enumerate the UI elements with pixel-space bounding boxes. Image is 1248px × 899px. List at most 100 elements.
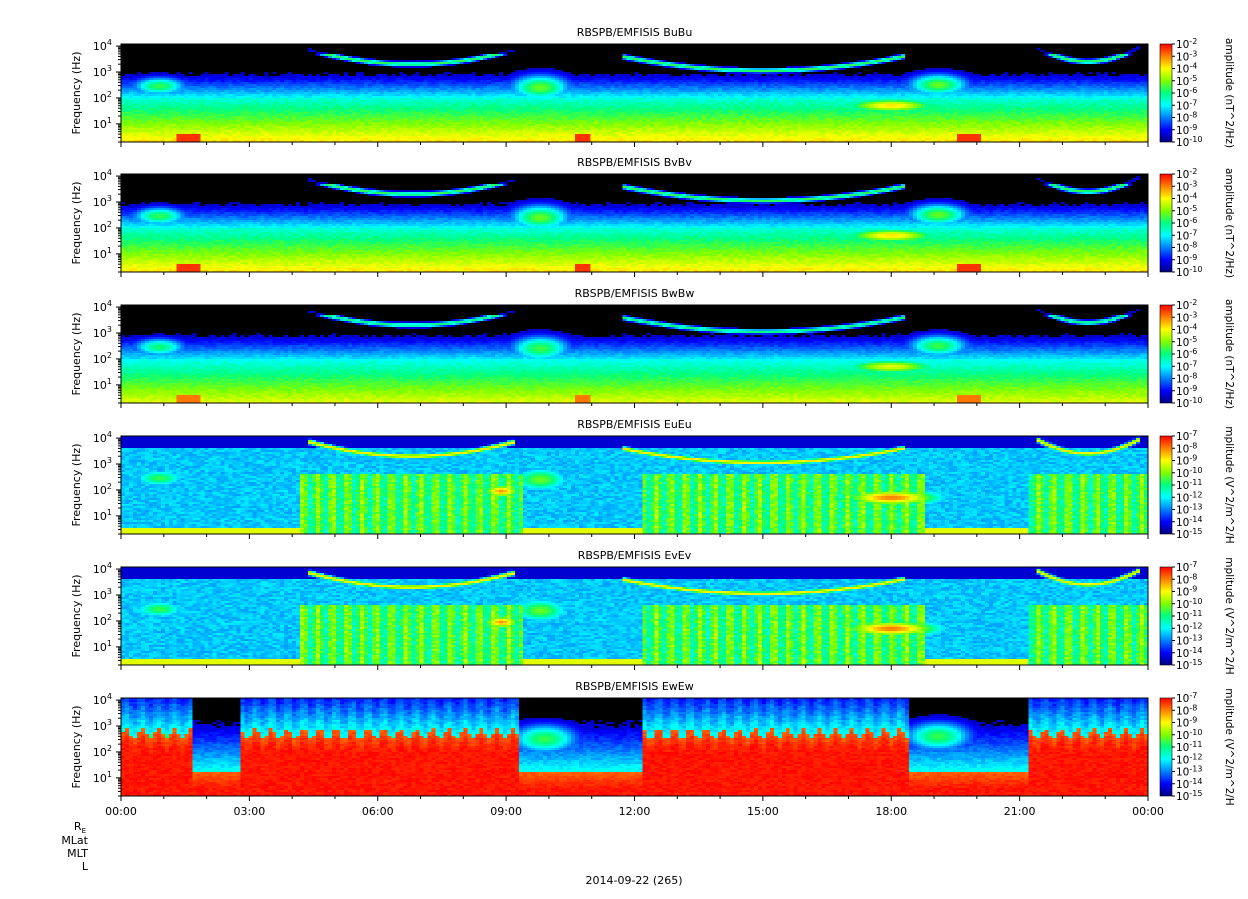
- y-tick-label: 104: [93, 430, 112, 445]
- y-tick-label: 104: [93, 168, 112, 183]
- colorbar-tick-label: 10-15: [1176, 527, 1202, 541]
- y-axis-label: Frequency (Hz): [70, 444, 83, 527]
- spectrogram-panels: RBSPB/EMFISIS BuBu 101 102 103 104 Frequency …: [70, 26, 1235, 806]
- panel-title: RBSPB/EMFISIS BuBu: [577, 26, 693, 39]
- colorbar-tick-label: 10-5: [1176, 335, 1197, 349]
- colorbar-tick-label: 10-12: [1176, 490, 1202, 504]
- ephemeris-l-label: L: [82, 860, 89, 873]
- y-tick-label: 101: [93, 508, 112, 523]
- ephemeris-mlt-label: MLT: [67, 847, 88, 860]
- colorbar-tick-label: 10-14: [1176, 777, 1202, 791]
- colorbar-tick-label: 10-6: [1176, 347, 1197, 361]
- panel-title: RBSPB/EMFISIS BwBw: [575, 287, 695, 300]
- y-tick-label: 103: [93, 456, 112, 471]
- colorbar-tick-label: 10-9: [1176, 454, 1197, 468]
- colorbar-tick-label: 10-6: [1176, 216, 1197, 230]
- colorbar-tick-label: 10-8: [1176, 441, 1197, 455]
- colorbar-tick-label: 10-11: [1176, 478, 1202, 492]
- panel-5: RBSPB/EMFISIS EvEv 101 102 103 104 Frequency …: [70, 549, 1235, 675]
- colorbar: 10-710-810-910-1010-1110-1210-1310-1410-…: [1159, 557, 1235, 675]
- colorbar: 10-210-310-410-510-610-710-810-910-10 amp…: [1159, 298, 1235, 410]
- spectrogram-image: [121, 174, 1148, 272]
- colorbar-tick-label: 10-2: [1176, 298, 1197, 312]
- x-tick-label: 12:00: [619, 805, 651, 818]
- colorbar-tick-label: 10-2: [1176, 37, 1197, 51]
- y-tick-label: 103: [93, 194, 112, 209]
- time-axis: 00:00 03:00 06:00 09:00 12:00 15:00 18:00 21:00…: [105, 805, 1164, 818]
- colorbar-tick-label: 10-8: [1176, 372, 1197, 386]
- ephemeris-re-label: RE: [74, 820, 86, 835]
- y-tick-label: 104: [93, 692, 112, 707]
- y-tick-label: 103: [93, 718, 112, 733]
- x-tick-label: 00:00: [105, 805, 137, 818]
- y-tick-label: 102: [93, 90, 112, 105]
- spectrogram-image: [121, 44, 1148, 142]
- colorbar: 10-210-310-410-510-610-710-810-910-10 amp…: [1159, 167, 1235, 279]
- colorbar-gradient: [1159, 566, 1173, 666]
- y-tick-label: 102: [93, 351, 112, 366]
- colorbar-tick-label: 10-13: [1176, 634, 1202, 648]
- spectrogram-image: [121, 436, 1148, 534]
- y-tick-label: 101: [93, 246, 112, 261]
- colorbar-tick-label: 10-5: [1176, 204, 1197, 218]
- colorbar-tick-label: 10-10: [1176, 135, 1202, 149]
- y-tick-label: 104: [93, 38, 112, 53]
- x-tick-label: 06:00: [362, 805, 394, 818]
- colorbar-gradient: [1159, 43, 1173, 143]
- y-tick-label: 102: [93, 220, 112, 235]
- colorbar-tick-label: 10-5: [1176, 74, 1197, 88]
- spectrogram-image: [121, 305, 1148, 403]
- colorbar-tick-label: 10-2: [1176, 167, 1197, 181]
- ephemeris-mlat-label: MLat: [61, 834, 88, 847]
- panel-title: RBSPB/EMFISIS EwEw: [575, 680, 693, 693]
- spectrogram-image: [121, 567, 1148, 665]
- x-tick-label: 00:00: [1132, 805, 1164, 818]
- colorbar-tick-label: 10-14: [1176, 646, 1202, 660]
- panel-3: RBSPB/EMFISIS BwBw 101 102 103 104 Frequency …: [70, 287, 1235, 410]
- colorbar-tick-label: 10-11: [1176, 609, 1202, 623]
- colorbar-tick-label: 10-7: [1176, 228, 1197, 242]
- colorbar-tick-label: 10-11: [1176, 740, 1202, 754]
- colorbar-tick-label: 10-9: [1176, 123, 1197, 137]
- y-tick-label: 101: [93, 377, 112, 392]
- colorbar-label: amplitude (nT^2/Hz): [1223, 38, 1235, 148]
- colorbar-tick-label: 10-8: [1176, 703, 1197, 717]
- colorbar-label: mplitude (V^2/m^2/H: [1223, 557, 1235, 674]
- colorbar-tick-label: 10-4: [1176, 323, 1197, 337]
- panel-1: RBSPB/EMFISIS BuBu 101 102 103 104 Frequency …: [70, 26, 1235, 149]
- x-tick-label: 09:00: [490, 805, 522, 818]
- colorbar-tick-label: 10-9: [1176, 384, 1197, 398]
- y-axis-label: Frequency (Hz): [70, 706, 83, 789]
- colorbar: 10-710-810-910-1010-1110-1210-1310-1410-…: [1159, 426, 1235, 544]
- colorbar-tick-label: 10-3: [1176, 179, 1197, 193]
- colorbar-tick-label: 10-8: [1176, 572, 1197, 586]
- ephemeris-block: RE MLat MLT L 2014-09-22 (265): [61, 820, 682, 887]
- colorbar-tick-label: 10-9: [1176, 716, 1197, 730]
- y-tick-label: 102: [93, 482, 112, 497]
- y-axis-label: Frequency (Hz): [70, 52, 83, 135]
- colorbar-tick-label: 10-6: [1176, 86, 1197, 100]
- colorbar-gradient: [1159, 697, 1173, 797]
- colorbar-tick-label: 10-7: [1176, 560, 1197, 574]
- y-tick-label: 101: [93, 770, 112, 785]
- panel-title: RBSPB/EMFISIS EuEu: [577, 418, 691, 431]
- colorbar-tick-label: 10-4: [1176, 62, 1197, 76]
- y-tick-label: 103: [93, 64, 112, 79]
- y-tick-label: 101: [93, 639, 112, 654]
- colorbar-tick-label: 10-9: [1176, 253, 1197, 267]
- y-axis-label: Frequency (Hz): [70, 313, 83, 396]
- colorbar-label: amplitude (nT^2/Hz): [1223, 299, 1235, 409]
- colorbar-tick-label: 10-12: [1176, 621, 1202, 635]
- panel-title: RBSPB/EMFISIS EvEv: [578, 549, 692, 562]
- colorbar-tick-label: 10-10: [1176, 728, 1202, 742]
- colorbar-tick-label: 10-7: [1176, 691, 1197, 705]
- y-axis-label: Frequency (Hz): [70, 575, 83, 658]
- colorbar-tick-label: 10-9: [1176, 585, 1197, 599]
- colorbar-tick-label: 10-13: [1176, 765, 1202, 779]
- panel-title: RBSPB/EMFISIS BvBv: [577, 156, 692, 169]
- panel-4: RBSPB/EMFISIS EuEu 101 102 103 104 Frequency …: [70, 418, 1235, 544]
- colorbar-tick-label: 10-14: [1176, 515, 1202, 529]
- x-tick-label: 21:00: [1004, 805, 1036, 818]
- colorbar-tick-label: 10-10: [1176, 265, 1202, 279]
